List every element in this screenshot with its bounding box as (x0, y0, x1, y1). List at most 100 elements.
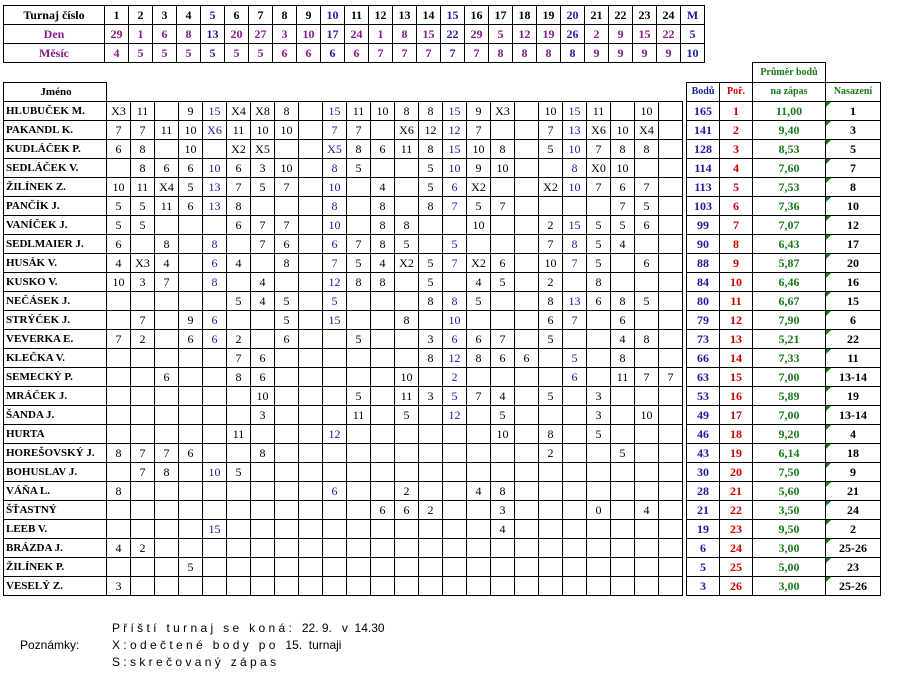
den-cell: 22 (656, 24, 681, 44)
score-cell (130, 367, 155, 387)
score-cell: 7 (346, 234, 371, 254)
score-cell: 7 (586, 139, 611, 159)
score-cell: 7 (274, 215, 299, 235)
score-cell (154, 405, 179, 425)
score-cell: 5 (538, 139, 563, 159)
score-cell: X6 (586, 120, 611, 140)
score-cell (442, 519, 467, 539)
score-cell (514, 424, 539, 444)
den-cell: 20 (224, 24, 249, 44)
turnaj-row: Turnaj číslo 1 2 3 4 5 6 7 8 9 10 11 12 13 14 15 16 17 18… (3, 5, 705, 25)
score-cell (298, 557, 323, 577)
score-cell: 8 (322, 196, 347, 216)
score-cell (250, 500, 275, 520)
score-cell: 8 (226, 196, 251, 216)
comment-marker-icon (826, 387, 831, 392)
score-cell: 15 (202, 101, 227, 121)
score-cell (226, 500, 251, 520)
score-cell (610, 405, 635, 425)
score-cell: 7 (490, 329, 515, 349)
empty-cell (720, 63, 753, 83)
score-cell: 4 (466, 481, 491, 501)
score-cell: 7 (154, 443, 179, 463)
score-cell: X3 (130, 253, 155, 273)
score-cell (394, 348, 419, 368)
total-points: 5 (686, 557, 720, 577)
seeding: 12 (825, 215, 881, 235)
average-points: 3,00 (752, 576, 826, 596)
score-cell (298, 443, 323, 463)
table-row: VESELÝ Z. 3 3 26 3,00 25-26 (3, 576, 881, 596)
table-row: STRÝČEK J. 7 9 6 5 15 8 10 6 7 6 79 12 7,90 6 (3, 310, 881, 330)
score-cell (322, 443, 347, 463)
comment-marker-icon (826, 444, 831, 449)
score-cell (274, 367, 299, 387)
score-cell (658, 424, 683, 444)
score-cell: 10 (202, 158, 227, 178)
score-cell: 5 (442, 234, 467, 254)
score-cell: 8 (274, 253, 299, 273)
score-cell: 11 (586, 101, 611, 121)
score-cell: 5 (466, 196, 491, 216)
score-cell (298, 367, 323, 387)
player-name: HURTA (3, 424, 107, 444)
score-cell (130, 500, 155, 520)
score-cell (586, 348, 611, 368)
score-cell: 8 (154, 234, 179, 254)
score-cell (106, 348, 131, 368)
score-cell (106, 557, 131, 577)
seeding: 15 (825, 291, 881, 311)
score-cell: 7 (442, 196, 467, 216)
score-cell (418, 557, 443, 577)
score-cell (394, 424, 419, 444)
score-cell: X6 (202, 120, 227, 140)
score-cell (106, 386, 131, 406)
score-cell (658, 215, 683, 235)
score-cell (514, 215, 539, 235)
score-cell (658, 253, 683, 273)
score-cell (202, 576, 227, 596)
score-cell: X2 (466, 177, 491, 197)
score-cell (610, 500, 635, 520)
rank: 13 (719, 329, 753, 349)
score-cell (250, 253, 275, 273)
score-cell (514, 405, 539, 425)
score-cell: X2 (466, 253, 491, 273)
score-cell (514, 500, 539, 520)
score-cell: 10 (466, 139, 491, 159)
score-cell: 2 (442, 367, 467, 387)
score-cell: 4 (106, 253, 131, 273)
score-cell: 5 (586, 424, 611, 444)
score-cell (634, 386, 659, 406)
comment-marker-icon (826, 102, 831, 107)
score-cell (610, 462, 635, 482)
score-cell: 7 (106, 120, 131, 140)
score-cell: 12 (442, 348, 467, 368)
score-cell (490, 462, 515, 482)
score-cell (418, 215, 443, 235)
mesic-cell: 7 (368, 43, 393, 63)
score-cell (154, 557, 179, 577)
score-cell: 2 (538, 215, 563, 235)
total-points: 63 (686, 367, 720, 387)
score-cell (658, 576, 683, 596)
score-cell: 6 (370, 500, 395, 520)
score-cell: 11 (610, 367, 635, 387)
score-cell (250, 538, 275, 558)
score-cell (298, 462, 323, 482)
score-cell (202, 443, 227, 463)
score-cell: 11 (154, 196, 179, 216)
score-cell: 4 (250, 291, 275, 311)
score-cell (250, 481, 275, 501)
score-cell (346, 196, 371, 216)
table-row: ŽILÍNEK Z. 10 11 X4 5 13 7 5 7 10 4 5 6 X2 X2 10 7 6 7 113 5… (3, 177, 881, 197)
score-cell (298, 234, 323, 254)
score-cell (130, 291, 155, 311)
score-cell: 9 (178, 101, 203, 121)
score-cell: 5 (634, 291, 659, 311)
score-cell (298, 329, 323, 349)
score-cell: X8 (250, 101, 275, 121)
score-cell (562, 424, 587, 444)
empty-cell (106, 82, 683, 102)
score-cell (634, 443, 659, 463)
